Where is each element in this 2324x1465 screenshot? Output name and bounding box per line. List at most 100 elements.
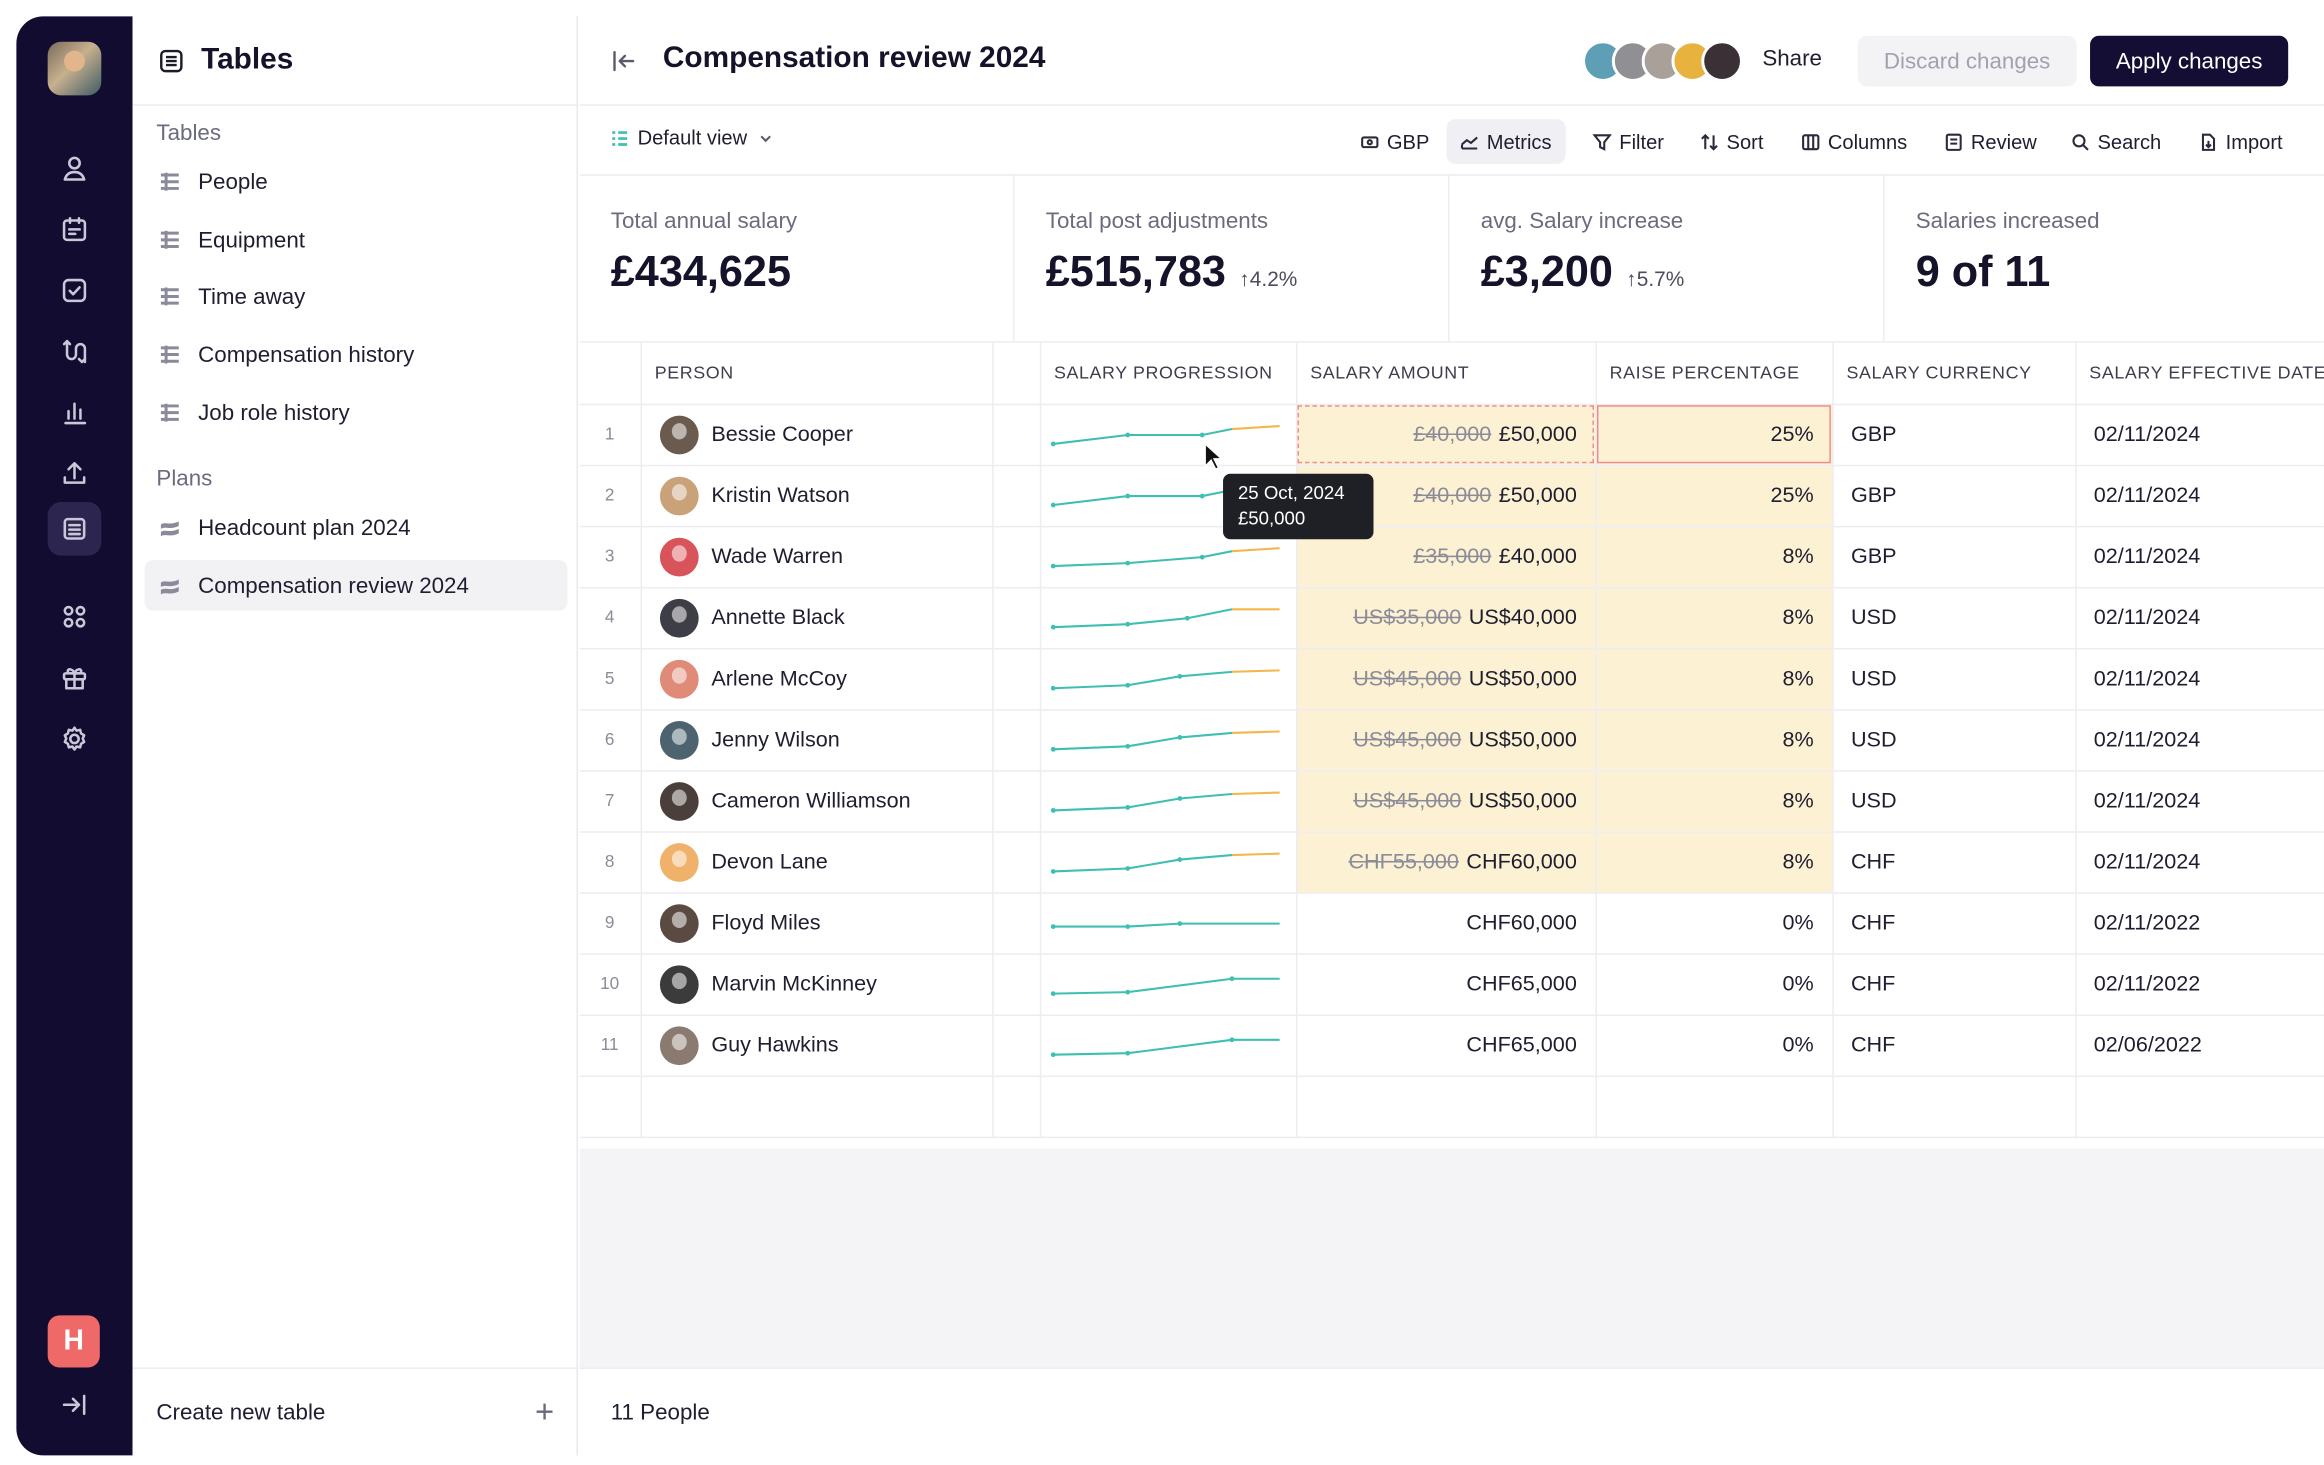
table-row[interactable]: 3 Wade Warren £35,000 £40,000 8% GBP 02/1…	[579, 525, 2324, 588]
salary-currency-cell[interactable]: GBP	[1832, 464, 2076, 527]
person-cell[interactable]: Guy Hawkins	[640, 1014, 993, 1077]
salary-progression-cell[interactable]	[1039, 403, 1297, 466]
column-header-raise[interactable]: RAISE PERCENTAGE	[1595, 342, 1834, 405]
table-item-job-role-history[interactable]: Job role history	[145, 387, 568, 438]
effective-date-cell[interactable]: 02/11/2024	[2075, 525, 2324, 588]
raise-percentage-cell[interactable]: 8%	[1595, 709, 1834, 771]
salary-currency-cell[interactable]: CHF	[1832, 1014, 2076, 1077]
person-cell[interactable]: Floyd Miles	[640, 892, 993, 955]
salary-progression-cell[interactable]	[1039, 892, 1297, 955]
effective-date-cell[interactable]: 02/11/2024	[2075, 709, 2324, 771]
effective-date-cell[interactable]: 02/11/2022	[2075, 953, 2324, 1016]
salary-amount-cell[interactable]: CHF65,000	[1296, 953, 1597, 1016]
avatar[interactable]	[1701, 40, 1743, 82]
column-header-progression[interactable]: SALARY PROGRESSION	[1039, 342, 1297, 405]
create-table-row[interactable]: Create new table +	[132, 1367, 579, 1456]
import-button[interactable]: Import	[2185, 119, 2296, 164]
salary-progression-cell[interactable]	[1039, 831, 1297, 894]
tables-icon[interactable]	[47, 502, 102, 556]
salary-currency-cell[interactable]: USD	[1832, 770, 2076, 832]
effective-date-cell[interactable]: 02/11/2024	[2075, 648, 2324, 710]
plan-item-compensation-review[interactable]: Compensation review 2024	[144, 560, 568, 611]
person-cell[interactable]: Devon Lane	[640, 831, 993, 894]
expand-sidebar-icon[interactable]	[54, 1384, 96, 1426]
collaborator-avatars[interactable]	[1582, 40, 1743, 82]
salary-amount-cell[interactable]: US$35,000 US$40,000	[1296, 586, 1597, 649]
column-header-amount[interactable]: SALARY AMOUNT	[1296, 342, 1597, 405]
salary-progression-cell[interactable]	[1039, 648, 1297, 710]
salary-progression-cell[interactable]	[1039, 586, 1297, 649]
salary-amount-cell[interactable]: US$45,000 US$50,000	[1296, 648, 1597, 710]
plan-item-headcount[interactable]: Headcount plan 2024	[145, 502, 568, 553]
search-button[interactable]: Search	[2057, 119, 2174, 164]
metrics-button[interactable]: Metrics	[1446, 119, 1565, 164]
salary-amount-cell[interactable]: US$45,000 US$50,000	[1296, 709, 1597, 771]
salary-currency-cell[interactable]: CHF	[1832, 892, 2076, 955]
table-item-equipment[interactable]: Equipment	[145, 215, 568, 266]
raise-percentage-cell[interactable]: 0%	[1595, 892, 1834, 955]
salary-currency-cell[interactable]: CHF	[1832, 831, 2076, 894]
salary-currency-cell[interactable]: USD	[1832, 586, 2076, 649]
plus-icon[interactable]: +	[535, 1392, 555, 1431]
gift-icon[interactable]	[54, 657, 96, 699]
table-row[interactable]: 7 Cameron Williamson US$45,000 US$50,000 …	[579, 770, 2324, 832]
effective-date-cell[interactable]: 02/11/2024	[2075, 586, 2324, 649]
salary-progression-cell[interactable]	[1039, 1014, 1297, 1077]
filter-button[interactable]: Filter	[1579, 119, 1677, 164]
user-avatar[interactable]	[47, 41, 102, 96]
currency-button[interactable]: GBP	[1347, 119, 1443, 164]
view-selector[interactable]: Default view	[611, 127, 773, 149]
salary-currency-cell[interactable]: CHF	[1832, 953, 2076, 1016]
column-header-date[interactable]: SALARY EFFECTIVE DATE	[2075, 342, 2324, 405]
salary-currency-cell[interactable]: GBP	[1832, 403, 2076, 466]
raise-percentage-cell[interactable]: 8%	[1595, 831, 1834, 894]
table-item-time-away[interactable]: Time away	[145, 271, 568, 322]
salary-currency-cell[interactable]: GBP	[1832, 525, 2076, 588]
salary-currency-cell[interactable]: USD	[1832, 648, 2076, 710]
raise-percentage-cell[interactable]: 8%	[1595, 586, 1834, 649]
collapse-panel-icon[interactable]	[611, 48, 638, 75]
effective-date-cell[interactable]: 02/11/2024	[2075, 403, 2324, 466]
effective-date-cell[interactable]: 02/11/2024	[2075, 770, 2324, 832]
raise-percentage-cell[interactable]: 0%	[1595, 953, 1834, 1016]
person-cell[interactable]: Wade Warren	[640, 525, 993, 588]
raise-percentage-cell[interactable]: 8%	[1595, 770, 1834, 832]
table-row[interactable]: 10 Marvin McKinney CHF65,000 0% CHF 02/1…	[579, 953, 2324, 1016]
person-icon[interactable]	[54, 147, 96, 189]
table-row[interactable]: 9 Floyd Miles CHF60,000 0% CHF 02/11/202…	[579, 892, 2324, 955]
upload-icon[interactable]	[54, 453, 96, 495]
table-item-compensation-history[interactable]: Compensation history	[145, 329, 568, 380]
raise-percentage-cell[interactable]: 8%	[1595, 525, 1834, 588]
salary-amount-cell[interactable]: CHF55,000 CHF60,000	[1296, 831, 1597, 894]
table-row[interactable]: 8 Devon Lane CHF55,000 CHF60,000 8% CHF 0…	[579, 831, 2324, 894]
salary-progression-cell[interactable]	[1039, 953, 1297, 1016]
column-header-person[interactable]: PERSON	[640, 342, 993, 405]
column-header-currency[interactable]: SALARY CURRENCY	[1832, 342, 2076, 405]
raise-percentage-cell[interactable]: 25%	[1595, 403, 1834, 466]
person-cell[interactable]: Kristin Watson	[640, 464, 993, 527]
workflow-icon[interactable]	[54, 331, 96, 373]
apply-changes-button[interactable]: Apply changes	[2090, 35, 2289, 87]
person-cell[interactable]: Marvin McKinney	[640, 953, 993, 1016]
apps-grid-icon[interactable]	[54, 596, 96, 638]
empty-row[interactable]	[579, 1075, 2324, 1138]
salary-amount-cell[interactable]: £35,000 £40,000	[1296, 525, 1597, 588]
settings-gear-icon[interactable]	[54, 718, 96, 760]
salary-amount-cell[interactable]: CHF65,000	[1296, 1014, 1597, 1077]
columns-button[interactable]: Columns	[1788, 119, 1921, 164]
salary-progression-cell[interactable]	[1039, 709, 1297, 771]
table-row[interactable]: 2 Kristin Watson £40,000 £50,000 25% GBP …	[579, 464, 2324, 527]
person-cell[interactable]: Bessie Cooper	[640, 403, 993, 466]
raise-percentage-cell[interactable]: 25%	[1595, 464, 1834, 527]
salary-currency-cell[interactable]: USD	[1832, 709, 2076, 771]
share-button[interactable]: Share	[1762, 46, 1822, 72]
effective-date-cell[interactable]: 02/11/2022	[2075, 892, 2324, 955]
person-cell[interactable]: Annette Black	[640, 586, 993, 649]
review-button[interactable]: Review	[1931, 119, 2051, 164]
raise-percentage-cell[interactable]: 8%	[1595, 648, 1834, 710]
checkbox-icon[interactable]	[54, 270, 96, 312]
salary-amount-cell[interactable]: £40,000 £50,000	[1296, 403, 1597, 466]
effective-date-cell[interactable]: 02/06/2022	[2075, 1014, 2324, 1077]
table-item-people[interactable]: People	[145, 156, 568, 207]
table-row[interactable]: 5 Arlene McCoy US$45,000 US$50,000 8% USD…	[579, 648, 2324, 710]
